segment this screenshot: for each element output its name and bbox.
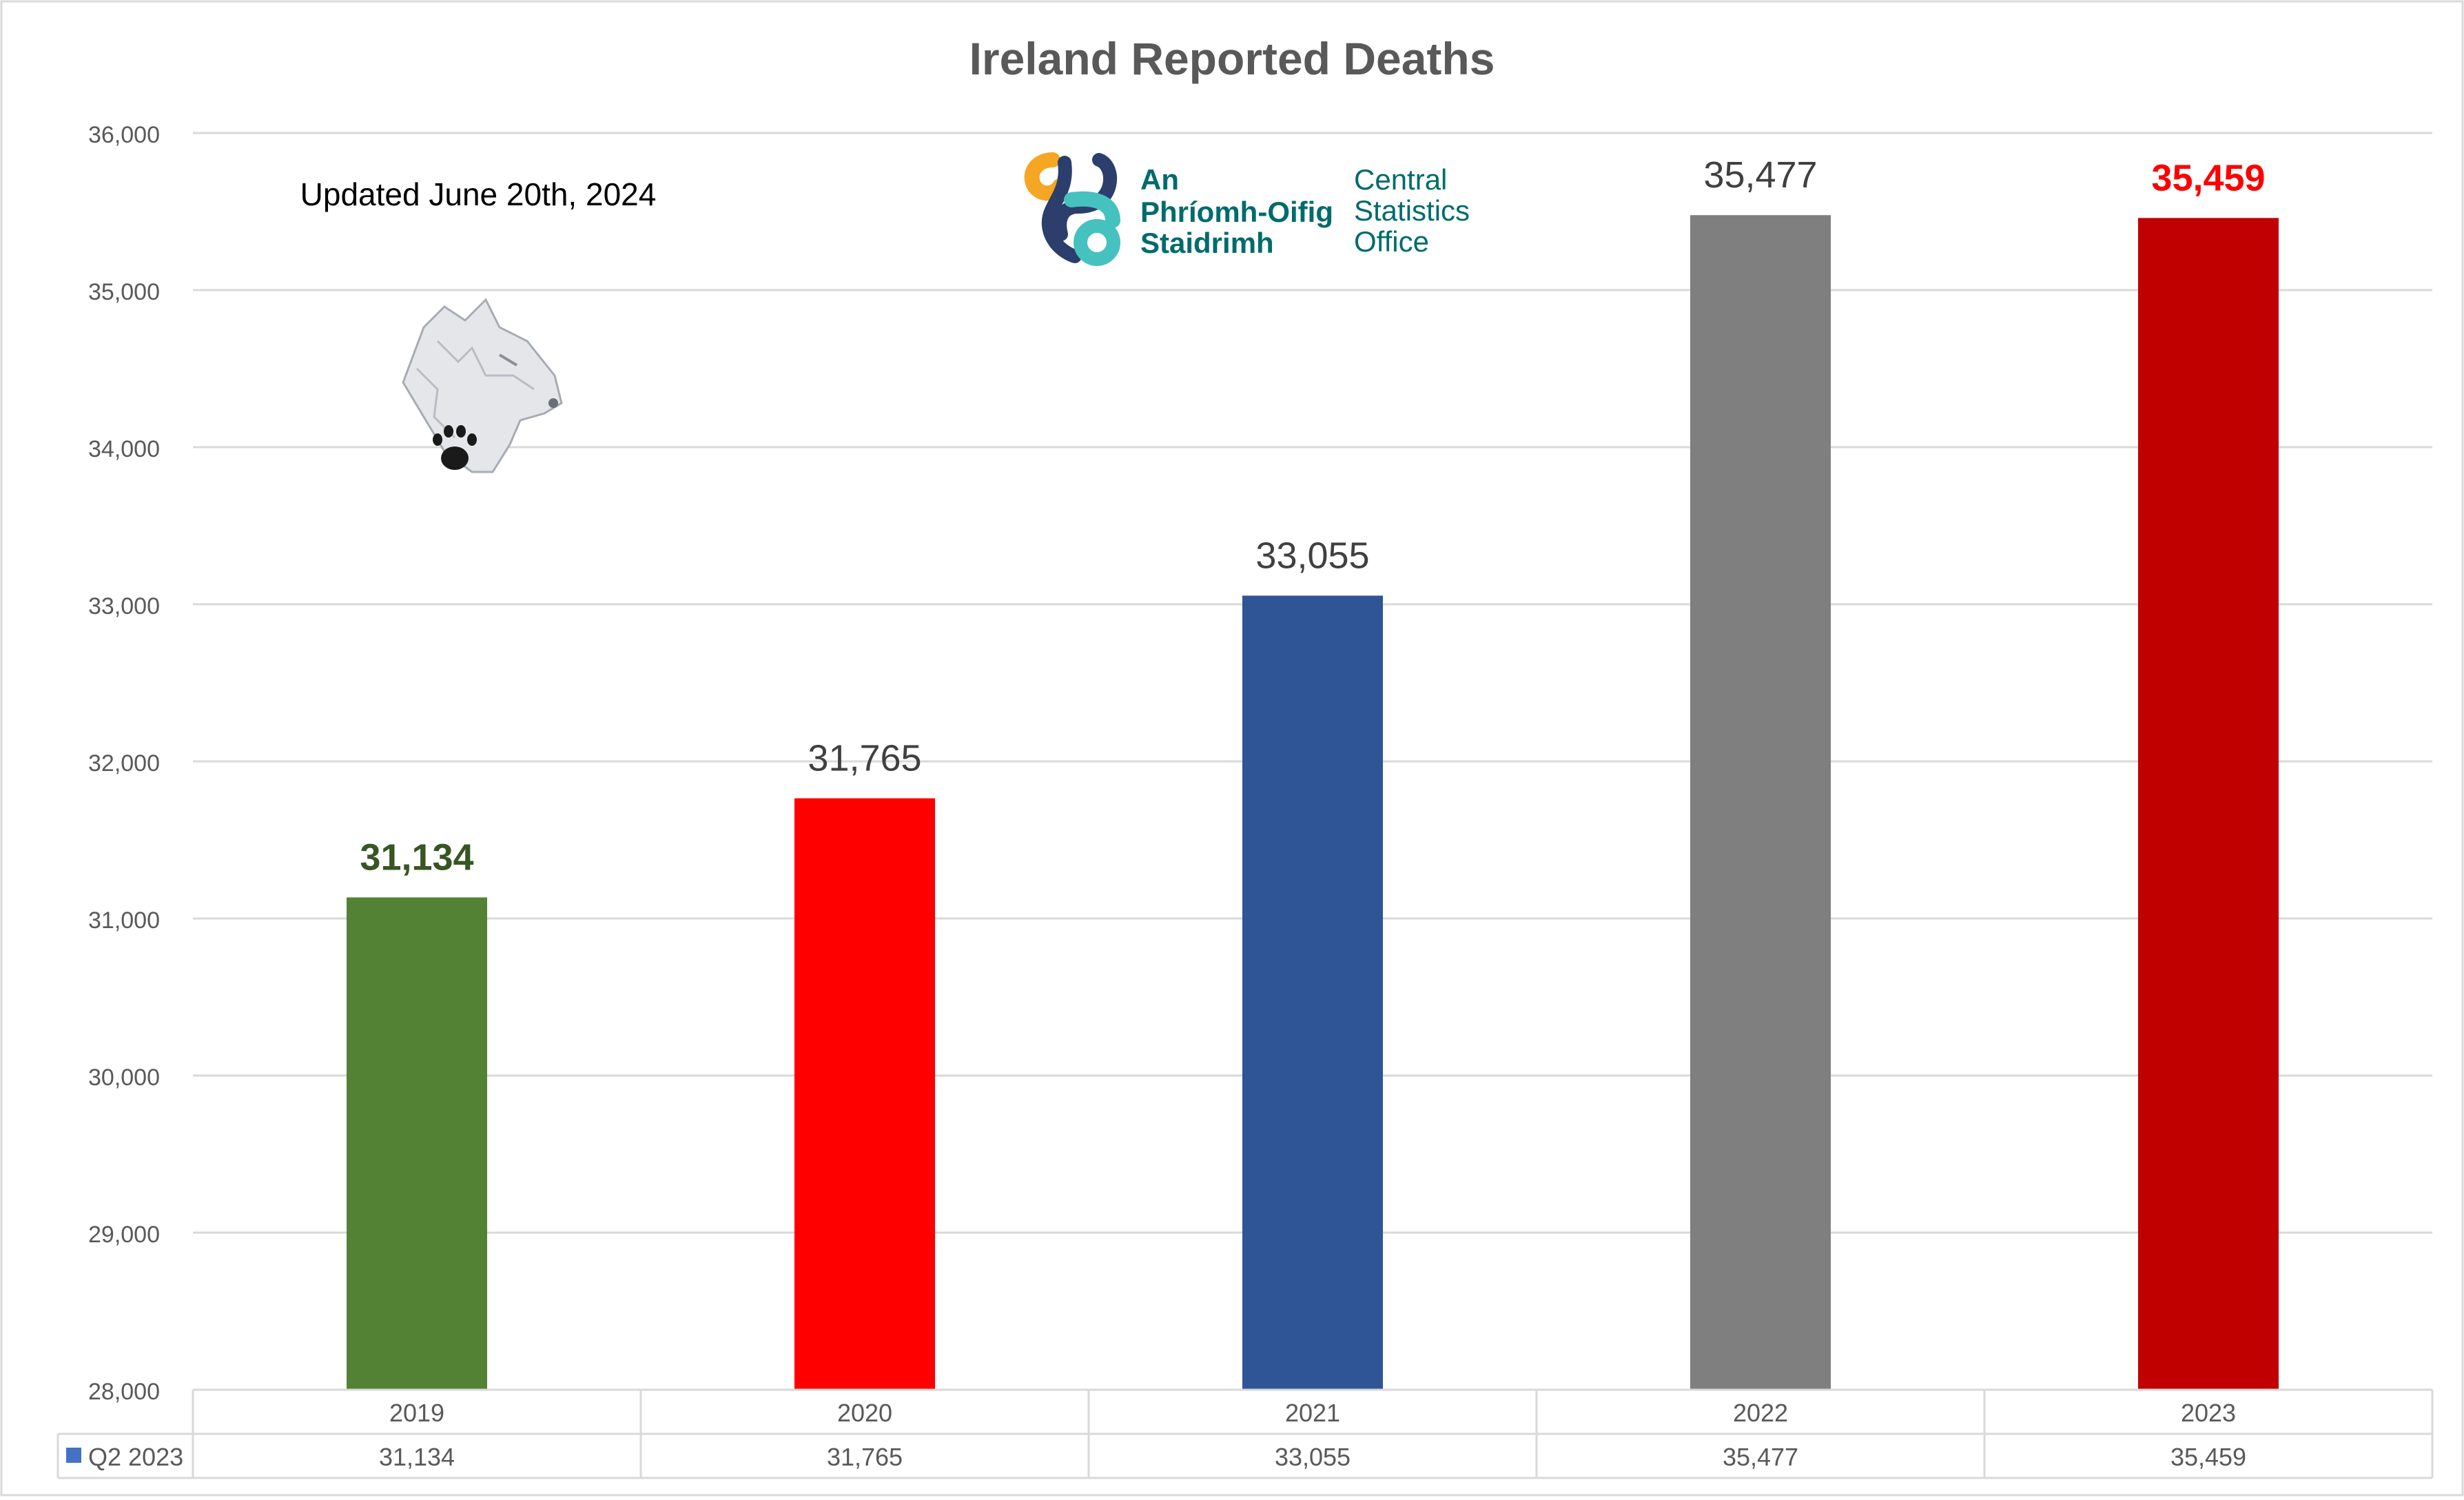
logo-text-phriomh: Phríomh-Oifig xyxy=(1140,196,1333,228)
bar-2022 xyxy=(1690,215,1831,1390)
x-tick-label: 2021 xyxy=(1285,1399,1340,1427)
y-tick-label: 32,000 xyxy=(88,750,160,777)
chart-title: Ireland Reported Deaths xyxy=(969,33,1495,84)
y-tick-label: 30,000 xyxy=(88,1065,160,1091)
bar-2020 xyxy=(794,798,935,1390)
data-label-2021: 33,055 xyxy=(1255,535,1369,576)
data-label-2023: 35,459 xyxy=(2151,157,2265,198)
table-cell: 31,134 xyxy=(379,1443,455,1471)
x-tick-label: 2020 xyxy=(837,1399,892,1427)
table-cell: 33,055 xyxy=(1275,1443,1351,1471)
updated-note: Updated June 20th, 2024 xyxy=(300,176,657,212)
y-axis-ticks: 28,000 29,000 30,000 31,000 32,000 33,000 34,0… xyxy=(88,122,160,1405)
x-tick-label: 2022 xyxy=(1733,1399,1788,1427)
y-tick-label: 29,000 xyxy=(88,1222,160,1248)
data-label-2019: 31,134 xyxy=(360,836,473,878)
data-label-2022: 35,477 xyxy=(1703,154,1817,196)
table-cell: 31,765 xyxy=(827,1443,903,1471)
y-tick-label: 31,000 xyxy=(88,907,160,934)
data-labels: 31,134 31,765 33,055 35,477 35,459 xyxy=(360,154,2265,878)
y-tick-label: 33,000 xyxy=(88,593,160,619)
bars xyxy=(347,215,2279,1390)
bar-2023 xyxy=(2138,218,2279,1390)
wolf-head-paw-icon xyxy=(402,298,563,473)
y-tick-label: 36,000 xyxy=(88,122,160,148)
y-tick-label: 35,000 xyxy=(88,279,160,305)
logo-text-office: Office xyxy=(1354,225,1429,258)
y-tick-label: 34,000 xyxy=(88,436,160,462)
bar-2019 xyxy=(347,897,487,1390)
table-row-label: Q2 2023 xyxy=(88,1443,183,1471)
data-table: 2019 31,134 2020 31,765 2021 33,055 2022 35,477… xyxy=(57,1388,2434,1479)
table-cell: 35,459 xyxy=(2170,1443,2246,1471)
logo-text-staidrimh: Staidrimh xyxy=(1140,227,1274,259)
logo-text-statistics: Statistics xyxy=(1354,194,1470,227)
data-label-2020: 31,765 xyxy=(808,738,921,779)
table-cell: 35,477 xyxy=(1723,1443,1798,1471)
x-tick-label: 2023 xyxy=(2181,1399,2236,1427)
legend-key xyxy=(66,1448,81,1463)
bar-2021 xyxy=(1242,595,1383,1390)
logo-text-central: Central xyxy=(1354,163,1447,196)
y-tick-label: 28,000 xyxy=(88,1379,160,1405)
logo-text-an: An xyxy=(1140,163,1179,196)
x-tick-label: 2019 xyxy=(389,1399,444,1427)
cso-logo-icon xyxy=(1024,152,1120,266)
